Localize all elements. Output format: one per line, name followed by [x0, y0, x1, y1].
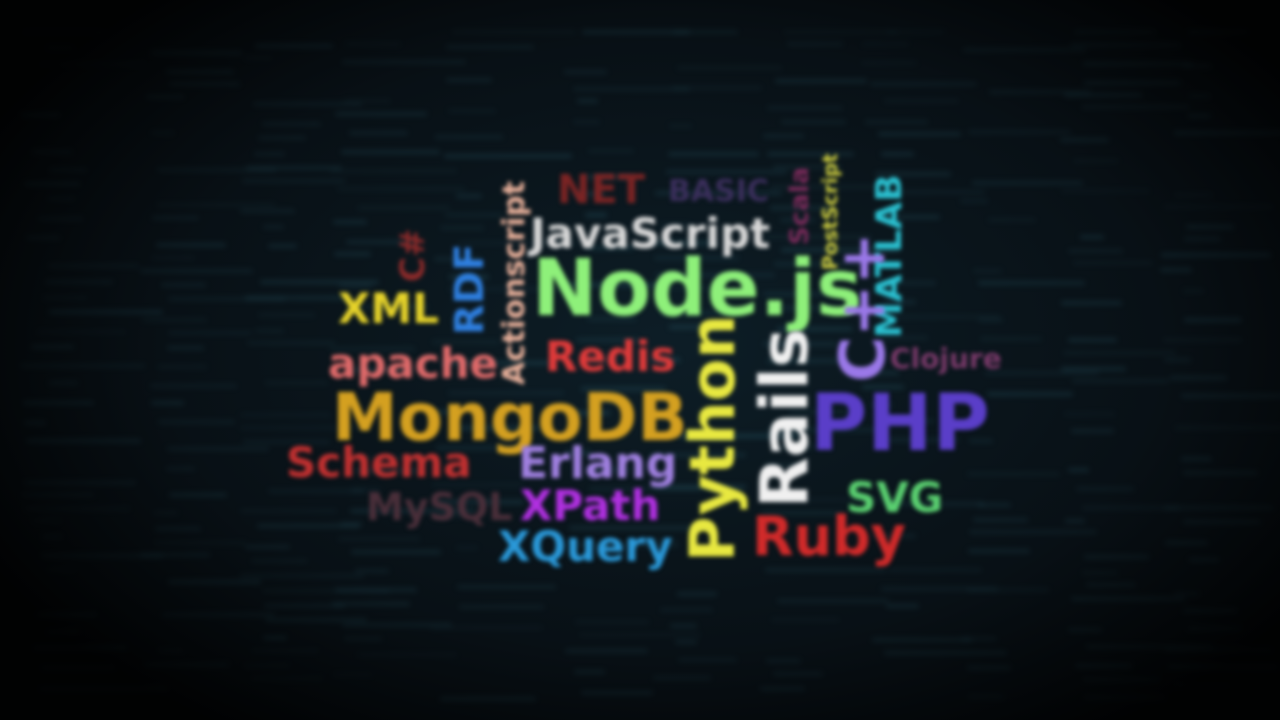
word-clojure: Clojure [890, 342, 1002, 375]
word-rdf: RDF [447, 243, 493, 335]
word-actionscript: Actionscript [497, 180, 532, 385]
word-php: PHP [810, 379, 990, 469]
word-net: NET [557, 167, 646, 213]
word-ruby: Ruby [752, 505, 906, 568]
word-python: Python [676, 314, 749, 562]
word-mongodb: MongoDB [332, 379, 688, 456]
word-schema: Schema [286, 438, 472, 487]
word-node-js: Node.js [532, 244, 863, 334]
word-erlang: Erlang [518, 438, 678, 489]
word-javascript: JavaScript [530, 209, 771, 258]
word-xquery: XQuery [498, 522, 673, 571]
word-c: C++ [826, 232, 899, 382]
word-apache: apache [328, 339, 499, 388]
word-svg: SVG [846, 473, 944, 522]
word-redis: Redis [545, 332, 676, 381]
word-scala: Scala [785, 166, 815, 245]
word-rails: Rails [746, 328, 823, 508]
word-basic: BASIC [668, 174, 769, 209]
word-xml: XML [338, 284, 439, 333]
word-c: C# [393, 228, 433, 282]
word-mysql: MySQL [366, 485, 513, 529]
word-xpath: XPath [520, 481, 661, 530]
